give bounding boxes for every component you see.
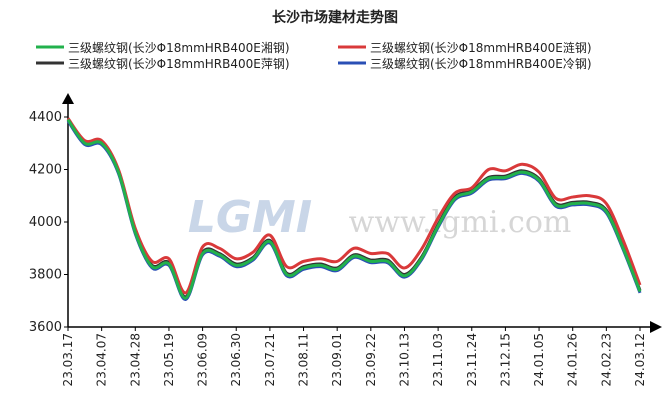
chart-title: 长沙市场建材走势图 bbox=[272, 9, 398, 26]
x-tick-label: 23.04.28 bbox=[128, 333, 142, 386]
x-tick-label: 23.08.11 bbox=[297, 333, 311, 386]
x-tick-label: 23.09.22 bbox=[364, 333, 378, 386]
x-tick-label: 23.10.13 bbox=[397, 333, 411, 386]
series-line bbox=[66, 118, 642, 300]
watermark-site: www.lgmi.com bbox=[349, 205, 572, 240]
x-tick-label: 23.11.24 bbox=[465, 333, 479, 386]
legend-label: 三级螺纹钢(长沙Φ18mmHRB400E冷钢) bbox=[370, 57, 592, 71]
y-tick-label: 3800 bbox=[29, 268, 62, 283]
x-axis-arrow bbox=[650, 321, 662, 333]
x-tick-label: 23.12.15 bbox=[498, 333, 512, 386]
x-tick-label: 23.11.03 bbox=[431, 333, 445, 386]
legend-label: 三级螺纹钢(长沙Φ18mmHRB400E涟钢) bbox=[370, 40, 592, 55]
x-tick-label: 24.03.12 bbox=[633, 333, 647, 386]
x-tick-label: 23.09.01 bbox=[330, 333, 344, 386]
x-tick-label: 24.02.23 bbox=[599, 333, 613, 386]
y-tick-label: 4000 bbox=[29, 215, 62, 230]
watermark-logo: LGMI bbox=[188, 192, 312, 243]
y-tick-label: 4200 bbox=[29, 163, 62, 178]
x-tick-label: 23.06.09 bbox=[196, 333, 210, 386]
x-tick-label: 23.05.19 bbox=[162, 333, 176, 386]
series-line bbox=[66, 117, 642, 295]
x-tick-label: 24.01.05 bbox=[532, 333, 546, 386]
y-axis-arrow bbox=[62, 93, 74, 104]
legend-label: 三级螺纹钢(长沙Φ18mmHRB400E湘钢) bbox=[68, 40, 290, 55]
x-tick-label: 23.07.21 bbox=[263, 333, 277, 386]
y-tick-label: 3600 bbox=[29, 320, 62, 335]
legend-label: 三级螺纹钢(长沙Φ18mmHRB400E萍钢) bbox=[68, 57, 290, 71]
x-tick-label: 24.01.26 bbox=[566, 333, 580, 386]
x-tick-label: 23.06.30 bbox=[229, 333, 243, 386]
x-tick-label: 23.03.17 bbox=[61, 333, 75, 386]
y-tick-label: 4400 bbox=[29, 110, 62, 125]
x-tick-label: 23.04.07 bbox=[95, 333, 109, 386]
